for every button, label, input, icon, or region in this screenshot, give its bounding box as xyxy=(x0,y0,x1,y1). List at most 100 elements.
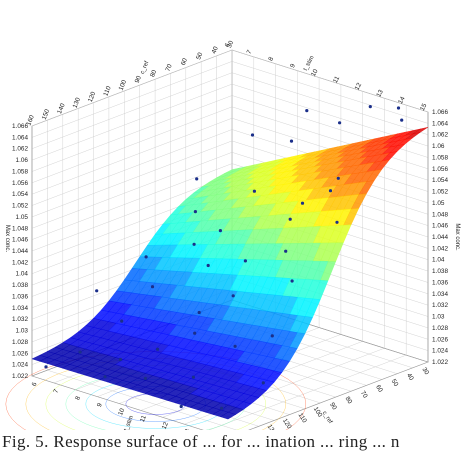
y-tick-label-bottom: 40 xyxy=(405,372,415,382)
y-tick-label-top: 40 xyxy=(211,45,220,55)
data-point xyxy=(218,229,222,233)
z-tick-label-left: 1.034 xyxy=(12,305,28,312)
data-point xyxy=(305,109,309,113)
y-tick-label-top: 100 xyxy=(118,79,129,92)
z-axis-label-right: Max conc. xyxy=(454,223,460,251)
data-point xyxy=(192,242,196,246)
z-axis-label-left: Max conc. xyxy=(4,225,10,253)
data-points xyxy=(44,105,404,410)
y-tick-label-bottom: 140 xyxy=(250,429,262,430)
z-tick-label-left: 1.032 xyxy=(12,316,28,323)
data-point xyxy=(252,189,256,193)
data-point xyxy=(233,344,237,348)
response-surface-chart: 1.022 1.022 1.024 1.024 1.026 1.026 1.028 1.028… xyxy=(4,39,460,430)
z-tick-label-right: 1.048 xyxy=(432,211,448,218)
z-tick-label-left: 1.026 xyxy=(12,350,28,357)
z-tick-label-right: 1.052 xyxy=(432,189,448,196)
x-tick-label-top: 13 xyxy=(375,88,385,98)
data-point xyxy=(143,376,147,380)
z-tick-label-right: 1.034 xyxy=(432,291,448,298)
axis-labels: 1.022 1.022 1.024 1.024 1.026 1.026 1.028 1.028… xyxy=(4,39,460,430)
y-tick-label-top: 150 xyxy=(41,108,52,121)
data-point xyxy=(156,347,160,351)
z-tick-label-right: 1.05 xyxy=(432,200,445,207)
x-tick-label-top: 9 xyxy=(289,62,297,69)
z-tick-label-right: 1.046 xyxy=(432,223,448,230)
x-tick-label-bottom: 11 xyxy=(139,414,148,423)
data-point xyxy=(103,375,107,379)
x-tick-label-bottom: 9 xyxy=(96,402,104,408)
z-tick-label-left: 1.052 xyxy=(12,203,28,210)
data-point xyxy=(284,249,288,253)
data-point xyxy=(288,217,292,221)
data-point xyxy=(270,334,274,338)
z-tick-label-left: 1.046 xyxy=(12,237,28,244)
z-tick-label-right: 1.028 xyxy=(432,325,448,332)
z-tick-label-left: 1.054 xyxy=(12,191,28,198)
data-point xyxy=(78,350,82,354)
x-axis-label-bottom: t_stim xyxy=(123,415,135,430)
data-point xyxy=(44,365,48,369)
z-tick-label-left: 1.03 xyxy=(16,328,29,335)
y-tick-label-bottom: 60 xyxy=(374,384,384,394)
y-tick-label-bottom: 50 xyxy=(390,378,400,388)
z-tick-label-right: 1.056 xyxy=(432,166,448,173)
data-point xyxy=(335,220,339,224)
y-tick-label-bottom: 130 xyxy=(266,423,278,430)
z-tick-label-right: 1.044 xyxy=(432,234,448,241)
y-tick-label-bottom: 80 xyxy=(344,396,354,406)
z-tick-label-right: 1.066 xyxy=(432,109,448,116)
y-tick-label-top: 60 xyxy=(180,57,189,67)
data-point xyxy=(396,106,401,110)
figure-caption: Fig. 5. Response surface of ... for ... … xyxy=(2,432,400,451)
z-tick-label-right: 1.062 xyxy=(432,132,448,139)
y-tick-label-bottom: 110 xyxy=(297,412,309,425)
data-point xyxy=(197,310,201,315)
x-tick-label-bottom: 10 xyxy=(117,407,126,417)
x-tick-label-top: 12 xyxy=(354,81,364,91)
data-point xyxy=(231,294,235,298)
y-tick-label-bottom: 30 xyxy=(420,366,430,376)
y-tick-label-bottom: 70 xyxy=(359,390,369,400)
z-tick-label-right: 1.04 xyxy=(432,257,445,264)
surface-cell xyxy=(220,411,237,420)
x-tick-label-top: 8 xyxy=(267,55,275,62)
data-point xyxy=(193,331,197,335)
z-tick-label-left: 1.066 xyxy=(12,123,28,130)
z-tick-label-left: 1.042 xyxy=(12,259,28,266)
z-tick-label-right: 1.03 xyxy=(432,314,445,321)
z-tick-label-left: 1.038 xyxy=(12,282,28,289)
y-tick-label-bottom: 120 xyxy=(281,417,293,430)
z-tick-label-right: 1.042 xyxy=(432,245,448,252)
z-tick-label-left: 1.056 xyxy=(12,180,28,187)
x-tick-label-bottom: 8 xyxy=(74,395,82,401)
x-tick-label-bottom: 12 xyxy=(161,421,170,430)
data-point xyxy=(300,201,305,205)
data-point xyxy=(243,259,247,263)
data-point xyxy=(338,121,342,125)
x-tick-label-bottom: 7 xyxy=(52,388,60,394)
y-tick-label-top: 130 xyxy=(72,96,83,109)
data-point xyxy=(368,105,372,109)
z-tick-label-left: 1.022 xyxy=(12,373,28,380)
data-point xyxy=(118,357,122,362)
x-tick-label-top: 7 xyxy=(246,49,254,56)
y-tick-label-top: 160 xyxy=(25,114,36,127)
response-surface xyxy=(31,127,429,420)
data-point xyxy=(191,375,195,379)
z-tick-label-left: 1.064 xyxy=(12,134,28,141)
z-tick-label-right: 1.032 xyxy=(432,302,448,309)
data-point xyxy=(400,118,404,122)
data-point xyxy=(336,176,340,180)
data-point xyxy=(120,319,124,323)
data-point xyxy=(179,404,183,409)
x-tick-label-top: 11 xyxy=(332,75,342,85)
y-tick-label-top: 140 xyxy=(56,102,67,115)
z-tick-label-left: 1.048 xyxy=(12,225,28,232)
x-tick-label-top: 15 xyxy=(419,102,429,112)
data-point xyxy=(150,285,155,289)
data-point xyxy=(250,133,255,137)
data-point xyxy=(206,263,210,268)
y-axis-label-top: c_ref xyxy=(140,60,151,75)
x-tick-label-bottom: 6 xyxy=(31,381,39,387)
